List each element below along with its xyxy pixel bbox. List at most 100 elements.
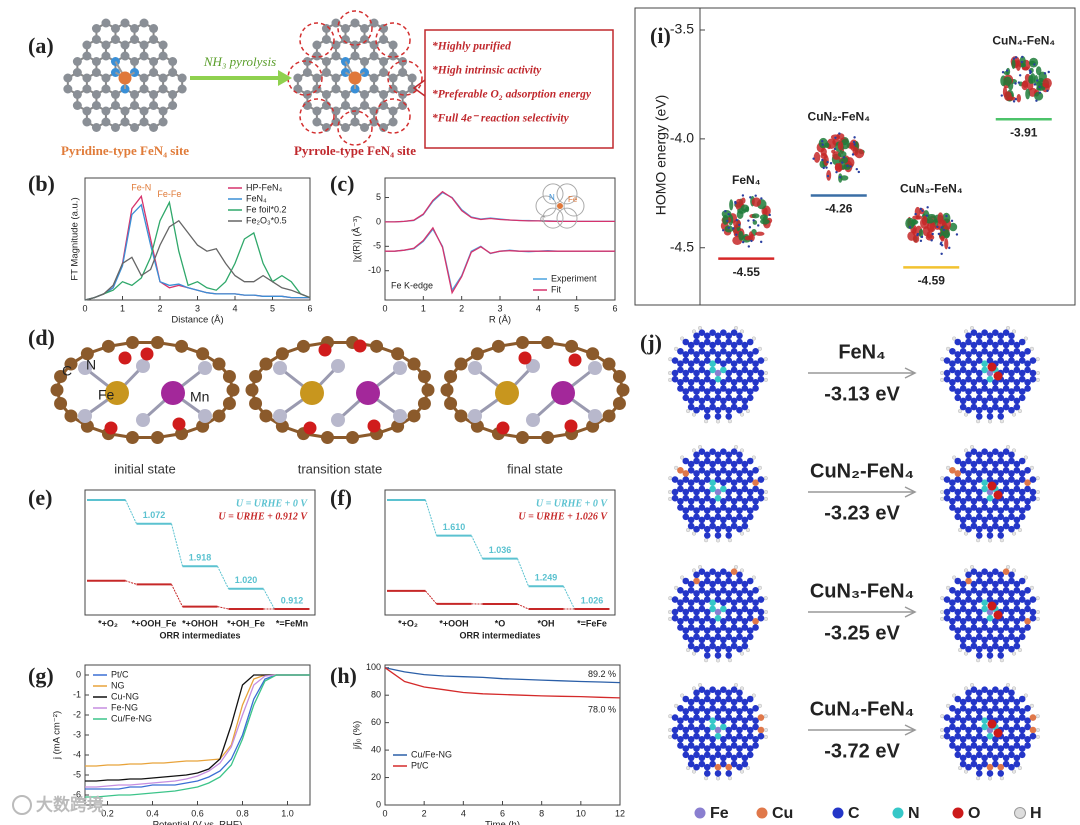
lattice-atom [965,689,972,697]
category-label: CuN₄-FeN₄ [992,33,1055,47]
lattice-atom [682,590,690,597]
lattice-atom [997,590,1005,597]
lattice-atom [1008,525,1015,533]
lattice-atom [682,470,690,477]
oxygen-atom [993,610,1003,620]
lattice-atom [992,329,999,337]
lattice-atom [698,618,706,625]
lattice-atom [677,705,684,712]
lattice-atom [1018,596,1026,603]
hydrogen-atom [757,346,762,351]
lattice-atom [965,357,972,364]
lattice-atom [959,599,967,606]
lattice-atom [671,357,679,364]
orbital-lobe [755,231,765,236]
reaction-arrow [808,606,917,618]
atom [158,73,168,83]
hydrogen-atom [1005,326,1010,331]
lattice-atom [757,614,765,622]
y-axis-label: j (mA cm⁻²) [52,711,63,760]
mn-atom [161,381,185,405]
reaction-energy: -3.25 eV [824,622,900,644]
step-label: 1.610 [443,522,466,532]
lattice-atom [709,348,716,355]
lattice-atom [725,633,733,641]
lattice-atom [703,745,711,752]
lattice-atom [720,379,727,386]
hydrogen-atom [970,326,975,331]
lattice-atom [1013,341,1021,349]
lattice-atom [992,618,999,625]
lattice-atom [687,736,695,743]
ring-highlight [287,60,323,96]
step-connector [217,565,229,590]
oxygen-atom [987,601,997,611]
lattice-atom [949,467,956,474]
lattice-atom [698,605,706,613]
carbon-atom [612,369,626,383]
lattice-atom [698,460,706,468]
lattice-atom [997,770,1005,777]
lattice-atom [730,580,738,588]
lattice-atom [970,587,978,594]
lattice-atom [1013,516,1021,524]
atom [331,40,341,50]
lattice-atom [730,460,738,468]
lattice-atom [736,507,743,514]
lattice-atom [709,736,716,743]
reaction-energy: -3.23 eV [824,502,900,524]
hydrogen-atom [763,476,768,481]
lattice-atom [1029,488,1037,496]
lattice-atom [757,726,765,734]
hydrogen-atom [686,766,691,771]
lattice-atom [741,698,749,706]
lattice-atom [965,645,972,653]
orbital-lobe [741,197,746,204]
lattice-atom [943,714,951,721]
atom-label: Mn [190,389,209,405]
lattice-atom [714,451,722,459]
lattice-atom [1024,705,1031,712]
category-label: FeN₄ [732,173,761,187]
lattice-atom [736,596,743,603]
lattice-atom [693,476,700,483]
annotation: 78.0 % [588,704,616,714]
atom [158,40,168,50]
lattice-atom [1008,375,1015,383]
orbital-atom [1012,57,1016,60]
step-label: 1.249 [535,573,558,583]
lattice-atom [943,494,951,502]
nitrogen-atom [393,409,407,423]
lattice-atom [687,636,695,644]
hydrogen-atom [999,419,1004,424]
lattice-atom [725,351,733,358]
lattice-atom [703,332,711,340]
atom [407,84,417,94]
step-connector [263,588,275,610]
inset-label: N [549,193,555,202]
lattice-atom [1008,476,1015,483]
orbital-lobe [1035,66,1042,76]
atom [130,24,140,33]
lattice-atom [698,329,706,337]
hydrogen-atom [698,326,703,331]
lattice-atom [986,338,994,346]
orbital-lobe [1022,80,1028,88]
hydrogen-atom [999,776,1004,781]
atom [91,68,101,77]
lattice-atom [965,627,972,634]
carbon-atom [196,347,210,361]
lattice-atom [714,751,722,759]
lattice-atom [1024,504,1031,511]
hydrogen-atom [1011,531,1016,536]
lattice-atom [709,624,716,631]
hydrogen-atom [1035,728,1040,733]
x-tick-label: 10 [576,808,586,818]
y-tick-label: 40 [371,744,381,754]
lattice-atom [981,642,988,650]
y-tick-label: 0 [376,216,381,226]
lattice-atom [1002,742,1010,749]
lattice-atom [954,577,962,585]
lattice-atom [693,357,700,364]
atom [312,106,322,116]
